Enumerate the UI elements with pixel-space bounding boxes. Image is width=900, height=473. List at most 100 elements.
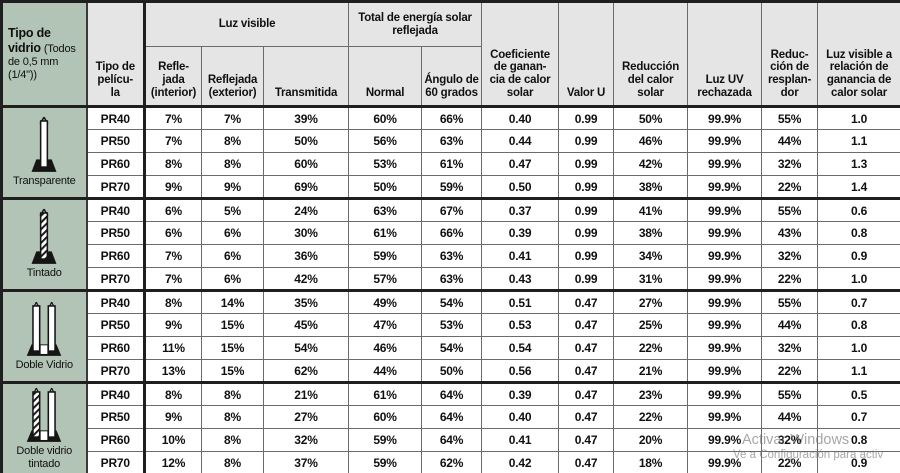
value-cell: 54% xyxy=(262,336,350,360)
value-cell: 0.47 xyxy=(481,152,560,176)
value-cell: 0.43 xyxy=(481,267,560,291)
value-cell: 45% xyxy=(262,313,350,337)
glare-reduction-header: Reduc- ción de resplan- dor xyxy=(761,1,819,107)
value-cell: 99.9% xyxy=(687,152,763,176)
value-cell: 99.9% xyxy=(687,129,763,153)
film-type-cell: PR40 xyxy=(86,105,146,130)
value-cell: 7% xyxy=(201,105,264,130)
value-cell: 32% xyxy=(262,428,350,453)
single-clear-pane-icon xyxy=(3,116,85,174)
value-cell: 8% xyxy=(201,152,264,176)
value-cell: 0.44 xyxy=(481,129,560,153)
value-cell: 22% xyxy=(613,405,689,430)
value-cell: 6% xyxy=(201,267,264,291)
value-cell: 99.9% xyxy=(687,359,763,383)
value-cell: 63% xyxy=(421,244,483,268)
value-cell: 8% xyxy=(144,289,202,314)
film-type-cell: PR70 xyxy=(86,267,146,291)
value-cell: 99.9% xyxy=(687,175,763,199)
value-cell: 99.9% xyxy=(687,289,763,314)
value-cell: 59% xyxy=(348,428,423,453)
value-cell: 0.8 xyxy=(817,428,900,453)
value-cell: 56% xyxy=(348,129,423,153)
film-type-header: Tipo de pelícu- la xyxy=(86,1,146,107)
value-cell: 1.1 xyxy=(817,359,900,383)
film-type-cell: PR70 xyxy=(86,175,146,199)
glass-type-label: Transparente xyxy=(12,175,76,188)
value-cell: 9% xyxy=(144,175,202,199)
value-cell: 32% xyxy=(761,336,819,360)
value-cell: 35% xyxy=(262,289,350,314)
value-cell: 46% xyxy=(613,129,689,153)
value-cell: 0.8 xyxy=(817,313,900,337)
table-row: PR50 9% 8% 27% 60% 64% 0.40 0.47 22% 99.9% 44% 0.7 xyxy=(2,405,900,430)
value-cell: 44% xyxy=(761,129,819,153)
value-cell: 0.6 xyxy=(817,197,900,222)
value-cell: 0.47 xyxy=(558,428,615,453)
glass-type-header: Tipo de vidrio (Todos de 0,5 mm (1/4")) xyxy=(1,1,88,107)
value-cell: 0.40 xyxy=(481,105,560,130)
value-cell: 8% xyxy=(201,405,264,430)
value-cell: 0.99 xyxy=(558,129,615,153)
value-cell: 22% xyxy=(761,359,819,383)
value-cell: 15% xyxy=(201,336,264,360)
value-cell: 0.56 xyxy=(481,359,560,383)
glass-type-label: Doble Vidrio xyxy=(15,359,74,372)
table-row: Tintado PR40 6% 5% 24% 63% 67% 0.37 0.99 41% 99.9%… xyxy=(1,197,900,291)
value-cell: 60% xyxy=(348,105,423,130)
value-cell: 0.40 xyxy=(481,405,560,430)
value-cell: 9% xyxy=(144,405,202,430)
reflected-interior-header: Refle- jada (interior) xyxy=(144,46,202,107)
value-cell: 54% xyxy=(421,336,483,360)
value-cell: 60% xyxy=(262,152,350,176)
value-cell: 20% xyxy=(613,428,689,453)
reflected-exterior-header: Reflejada (exterior) xyxy=(201,46,264,107)
value-cell: 0.7 xyxy=(817,405,900,430)
transmitted-header: Transmitida xyxy=(262,46,350,107)
value-cell: 7% xyxy=(144,129,202,153)
table-row: PR60 7% 6% 36% 59% 63% 0.41 0.99 34% 99.9% 32% 0.9 xyxy=(2,244,900,268)
single-tinted-pane-icon xyxy=(3,208,85,266)
table-row: PR60 10% 8% 32% 59% 64% 0.41 0.47 20% 99.9% 32% 0.8 xyxy=(2,428,900,453)
film-type-cell: PR50 xyxy=(86,221,146,245)
value-cell: 55% xyxy=(761,380,819,407)
value-cell: 8% xyxy=(201,380,264,407)
value-cell: 21% xyxy=(262,380,350,407)
value-cell: 44% xyxy=(761,313,819,337)
visible-light-group-header: Luz visible xyxy=(143,1,350,47)
value-cell: 62% xyxy=(421,451,483,473)
value-cell: 50% xyxy=(348,175,423,199)
value-cell: 13% xyxy=(144,359,202,383)
value-cell: 60% xyxy=(348,405,423,430)
table-row: PR70 7% 6% 42% 57% 63% 0.43 0.99 31% 99.9% 22% 1.0 xyxy=(2,267,900,291)
table-row: PR50 6% 6% 30% 61% 66% 0.39 0.99 38% 99.9% 43% 0.8 xyxy=(2,221,900,245)
heat-reduction-header: Reducción del calor solar xyxy=(613,1,689,107)
film-type-cell: PR70 xyxy=(86,359,146,383)
value-cell: 0.41 xyxy=(481,428,560,453)
value-cell: 43% xyxy=(761,221,819,245)
value-cell: 55% xyxy=(761,105,819,130)
value-cell: 64% xyxy=(421,428,483,453)
value-cell: 99.9% xyxy=(687,197,763,222)
value-cell: 22% xyxy=(613,336,689,360)
value-cell: 63% xyxy=(421,267,483,291)
value-cell: 6% xyxy=(144,221,202,245)
total-solar-energy-group-header: Total de energía solar reflejada xyxy=(348,1,483,47)
value-cell: 0.47 xyxy=(558,451,615,473)
value-cell: 99.9% xyxy=(687,380,763,407)
value-cell: 0.41 xyxy=(481,244,560,268)
value-cell: 15% xyxy=(201,359,264,383)
value-cell: 24% xyxy=(262,197,350,222)
film-type-cell: PR40 xyxy=(86,197,146,222)
film-type-cell: PR50 xyxy=(86,129,146,153)
value-cell: 0.47 xyxy=(558,289,615,314)
uv-rejected-header: Luz UV rechazada xyxy=(687,1,763,107)
value-cell: 32% xyxy=(761,428,819,453)
value-cell: 41% xyxy=(613,197,689,222)
value-cell: 53% xyxy=(421,313,483,337)
value-cell: 32% xyxy=(761,244,819,268)
value-cell: 22% xyxy=(761,267,819,291)
value-cell: 42% xyxy=(613,152,689,176)
